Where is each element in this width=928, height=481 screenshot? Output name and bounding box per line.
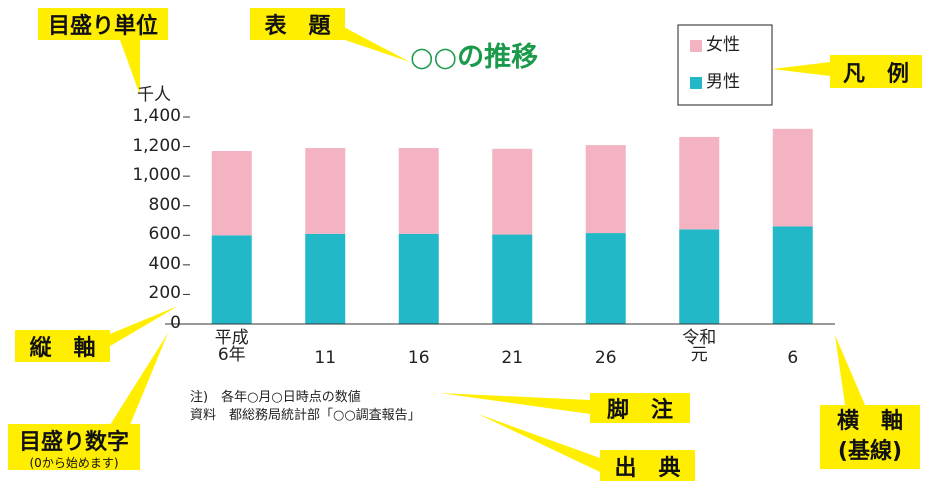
source: 資料 都総務局統計部「○○調査報告」 xyxy=(190,408,421,423)
y-tick-label: 200 xyxy=(148,283,181,304)
pointer xyxy=(772,62,830,76)
pointer xyxy=(440,393,590,414)
bar-segment xyxy=(305,148,346,234)
y-tick-label: 400 xyxy=(148,253,181,274)
x-tick-label: 26 xyxy=(594,348,617,368)
legend-swatch xyxy=(690,40,702,52)
bar-segment xyxy=(492,148,533,235)
y-tick-label: 800 xyxy=(148,194,181,215)
callout-note: (0から始めます) xyxy=(8,455,140,470)
y-tick-label: 0 xyxy=(170,313,181,333)
x-tick-label: 11 xyxy=(314,348,337,368)
footnote: 注) 各年○月○日時点の数値 xyxy=(190,390,361,405)
callout: 凡 例 xyxy=(830,55,922,88)
pointer xyxy=(110,333,168,425)
bar-segment xyxy=(772,128,813,227)
legend-label: 男性 xyxy=(706,72,740,92)
callout: 目盛り単位 xyxy=(38,8,168,40)
callout: 出 典 xyxy=(600,450,695,481)
x-tick-label: 21 xyxy=(501,348,524,368)
chart-title: ○○の推移 xyxy=(410,42,539,73)
bar-segment xyxy=(585,145,626,234)
bar-segment xyxy=(305,233,346,324)
x-tick-label: 令和 元 xyxy=(682,328,717,365)
y-tick-label: 1,400 xyxy=(132,106,181,126)
legend-swatch xyxy=(690,77,702,89)
y-unit: 千人 xyxy=(137,85,171,105)
callout: 脚 注 xyxy=(590,393,690,423)
pointer xyxy=(120,40,140,95)
callout: 縦 軸 xyxy=(15,330,110,362)
x-tick-label: 6 xyxy=(787,348,799,368)
bar-segment xyxy=(398,148,439,234)
legend-label: 女性 xyxy=(706,35,740,55)
callout: 横 軸 (基線) xyxy=(820,405,920,469)
x-tick-label: 16 xyxy=(407,348,430,368)
pointer xyxy=(340,25,410,62)
bar-segment xyxy=(585,233,626,324)
y-tick-label: 600 xyxy=(148,224,181,245)
bar-segment xyxy=(211,235,252,324)
bar-segment xyxy=(398,233,439,324)
pointer xyxy=(478,414,600,472)
bar-segment xyxy=(679,229,720,324)
bar-segment xyxy=(492,234,533,324)
bar-segment xyxy=(772,226,813,324)
bar-segment xyxy=(211,151,252,236)
y-tick-label: 1,000 xyxy=(132,165,181,186)
x-tick-label: 平成 6年 xyxy=(214,328,249,365)
legend-box xyxy=(677,24,773,106)
pointer xyxy=(100,306,178,352)
y-tick-label: 1,200 xyxy=(132,135,181,156)
callout: 表 題 xyxy=(250,8,345,40)
bar-segment xyxy=(679,136,720,230)
pointer xyxy=(835,335,865,405)
callout-pointers xyxy=(100,25,865,472)
callout: 目盛り数字 xyxy=(8,424,140,455)
